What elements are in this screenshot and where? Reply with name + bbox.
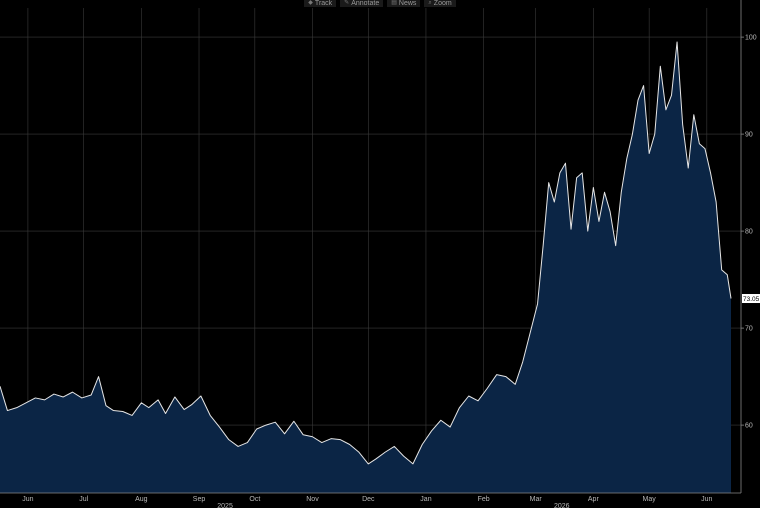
x-tick-label: Aug [135,496,148,503]
series-line [0,41,732,465]
x-tick-label: Jul [79,496,88,503]
x-tick-label: Feb [478,496,490,503]
chart-toolbar: ◆ Track ✎ Annotate ▤ News ⌕ Zoom [0,0,760,7]
zoom-label: Zoom [433,0,452,7]
annotate-button[interactable]: ✎ Annotate [340,0,384,7]
y-tick-label: 100 [745,35,757,42]
x-tick-label: Sep [193,496,206,503]
x-tick-label: May [643,496,657,503]
pin-icon: ◆ [308,0,313,6]
year-label: 2025 [217,503,233,508]
x-tick-label: Nov [306,496,319,503]
news-icon: ▤ [391,0,397,6]
x-tick-label: Apr [588,496,600,503]
x-tick-label: Jun [701,496,712,503]
news-label: News [398,0,417,7]
annotate-label: Annotate [351,0,380,7]
zoom-button[interactable]: ⌕ Zoom [424,0,456,7]
y-tick-label: 80 [745,229,753,236]
x-tick-label: Oct [249,496,260,503]
zoom-icon: ⌕ [428,0,432,6]
track-label: Track [314,0,333,7]
track-button[interactable]: ◆ Track [304,0,337,7]
x-tick-label: Mar [530,496,543,503]
year-label: 2026 [554,503,570,508]
x-tick-label: Dec [362,496,375,503]
y-tick-label: 60 [745,423,753,430]
y-tick-label: 70 [745,326,753,333]
pencil-icon: ✎ [344,0,350,6]
x-tick-label: Jan [420,496,431,503]
news-button[interactable]: ▤ News [387,0,421,7]
series-area [0,41,731,493]
last-value-label: 73.05 [743,296,760,303]
last-value-badge [742,294,760,304]
x-tick-label: Jun [22,496,33,503]
y-tick-label: 90 [745,132,753,139]
